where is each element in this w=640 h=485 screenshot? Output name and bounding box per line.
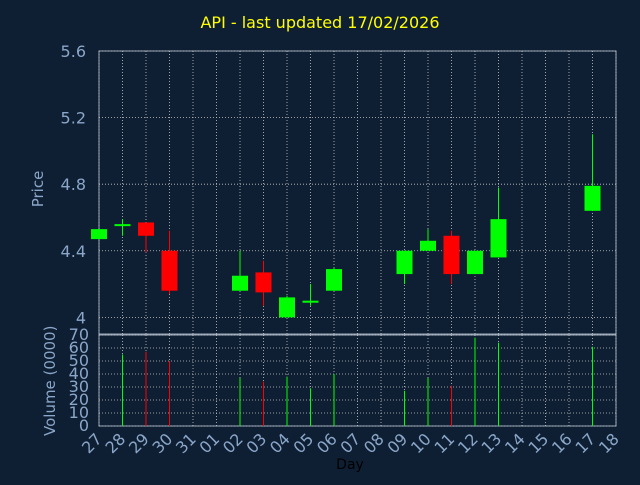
candle-body	[255, 272, 272, 293]
candle-body	[326, 269, 342, 291]
candle-body	[396, 250, 413, 275]
x-tick-label: 18	[595, 429, 623, 457]
volume-tick-label: 70	[69, 325, 89, 344]
volume-tick-label: 20	[69, 390, 89, 409]
price-axis-label: Price	[29, 170, 47, 208]
candle	[138, 222, 154, 253]
price-tick-label: 5.2	[61, 109, 86, 128]
volume-tick-label: 60	[69, 338, 89, 357]
candle	[161, 230, 178, 295]
candle-body	[420, 240, 436, 251]
candle-body	[443, 235, 460, 275]
candle	[91, 229, 107, 240]
candle	[420, 229, 436, 251]
candle-body	[138, 222, 154, 236]
candle-body	[279, 297, 295, 318]
candle	[584, 134, 601, 211]
price-tick-label: 5.6	[61, 42, 86, 61]
candle	[279, 295, 295, 318]
chart-title: API - last updated 17/02/2026	[200, 13, 440, 32]
volume-tick-label: 40	[69, 364, 89, 383]
candle	[326, 267, 342, 291]
candle-body	[232, 275, 248, 291]
candle-body	[302, 300, 319, 303]
volume-axis-label: Volume (0000)	[41, 325, 59, 436]
candle-body	[584, 185, 601, 211]
candle	[114, 219, 131, 236]
candle	[443, 230, 460, 285]
candle-body	[91, 229, 107, 240]
price-tick-label: 4.4	[61, 242, 86, 261]
price-tick-label: 4	[76, 308, 86, 327]
candle	[396, 250, 413, 285]
candle-body	[114, 224, 131, 227]
volume-tick-label: 30	[69, 377, 89, 396]
x-axis-label: Day	[336, 457, 364, 473]
candle	[467, 250, 483, 275]
candle	[232, 250, 248, 291]
volume-tick-label: 0	[79, 416, 89, 435]
candle	[255, 260, 272, 306]
candle-body	[467, 250, 483, 275]
candle-body	[490, 219, 507, 258]
volume-tick-label: 50	[69, 351, 89, 370]
candle	[302, 284, 319, 306]
candle-body	[161, 250, 178, 291]
price-tick-label: 4.8	[61, 175, 86, 194]
candle	[490, 187, 507, 258]
volume-tick-label: 10	[69, 403, 89, 422]
